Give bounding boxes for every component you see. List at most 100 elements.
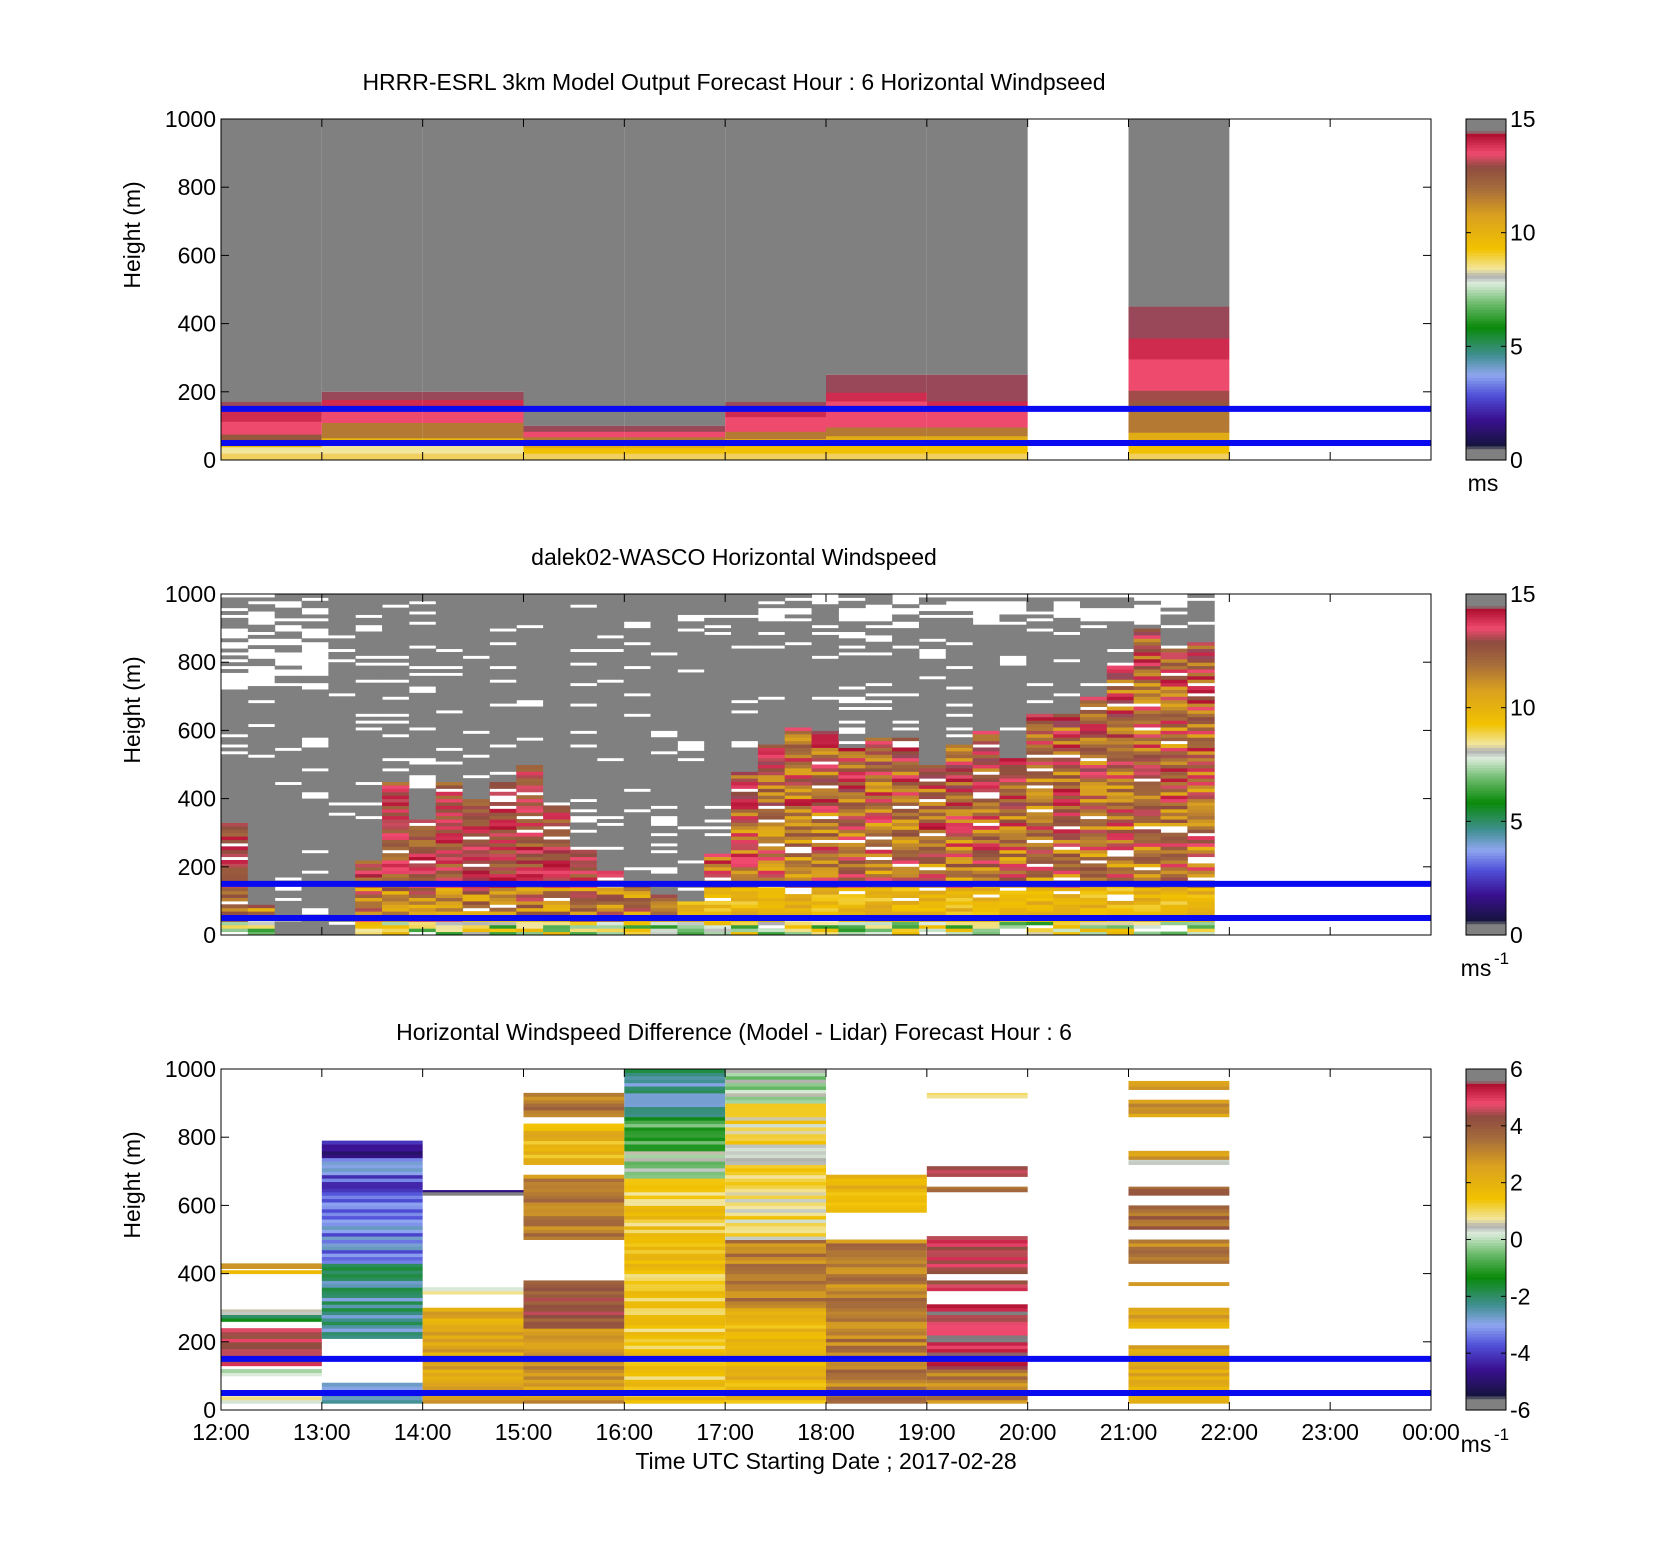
colorbar-swatch [1466,190,1506,194]
lidar-cell [1133,832,1162,837]
lidar-cell [274,750,303,755]
difference-cell [1128,1314,1230,1319]
lidar-cell [435,699,464,704]
difference-cell [725,1379,826,1384]
lidar-cell [221,819,249,823]
lidar-cell [462,856,490,861]
lidar-cell [1053,716,1081,721]
lidar-cell [435,907,464,912]
lidar-cell [1106,621,1135,626]
lidar-cell [1160,744,1188,748]
lidar-cell [865,900,893,905]
lidar-cell [408,870,437,875]
colorbar-swatch [1466,420,1506,424]
colorbar-swatch [1466,1188,1506,1192]
model-cell [321,414,423,423]
colorbar-swatch [1466,755,1506,760]
difference-cell [826,1399,927,1404]
lidar-cell [918,842,947,847]
lidar-cell [328,631,356,636]
lidar-cell [784,894,813,898]
lidar-cell [543,798,571,803]
lidar-cell [435,921,464,926]
lidar-cell [221,597,249,602]
lidar-cell [569,747,598,752]
lidar-cell [623,716,651,721]
lidar-cell [596,781,625,786]
lidar-cell [543,699,571,704]
difference-cell [321,1195,423,1200]
lidar-cell [435,604,464,609]
lidar-cell [1079,863,1108,868]
difference-cell [725,1253,826,1258]
lidar-cell [516,849,544,854]
lidar-cell [865,669,893,673]
lidar-cell [1079,648,1108,653]
lidar-cell [865,730,893,735]
lidar-cell [892,706,920,711]
lidar-cell [892,819,920,823]
colorbar-swatch [1466,292,1506,296]
lidar-cell [1133,761,1162,765]
lidar-cell [516,651,544,656]
lidar-cell [918,662,947,667]
difference-cell [523,1154,625,1159]
lidar-cell [596,726,625,731]
lidar-cell [569,757,598,762]
difference-cell [725,1161,826,1165]
model-cell-above [826,119,927,375]
lidar-cell [838,863,866,868]
lidar-cell [918,870,947,875]
lidar-cell [945,846,974,851]
difference-cell [523,1362,625,1367]
lidar-cell [596,597,625,602]
lidar-cell [999,825,1027,830]
lidar-cell [516,686,544,690]
colorbar-swatch [1466,1165,1506,1170]
difference-cell [826,1239,927,1244]
lidar-cell [1160,822,1188,827]
lidar-cell [355,621,383,626]
lidar-cell [569,737,598,742]
lidar-cell [489,870,517,875]
lidar-cell [650,890,678,895]
lidar-cell [623,887,651,892]
difference-cell [523,1191,625,1196]
lidar-cell [838,842,866,847]
lidar-cell [918,672,947,677]
lidar-cell [811,733,839,738]
difference-cell [1128,1159,1230,1162]
lidar-cell [838,853,866,858]
lidar-cell [221,730,249,735]
lidar-cell [489,877,517,881]
lidar-cell [221,764,249,769]
lidar-cell [569,791,598,796]
lidar-cell [596,723,625,728]
lidar-cell [247,706,276,711]
lidar-cell [435,784,464,789]
difference-cell [422,1375,524,1380]
lidar-cell [355,921,383,926]
lidar-cell [382,744,410,748]
lidar-cell [972,774,1000,779]
lidar-cell [489,846,517,851]
lidar-cell [1187,900,1215,905]
lidar-cell [1079,890,1108,895]
colorbar-tick-label: 5 [1510,808,1523,834]
lidar-cell [731,641,759,646]
lidar-cell [516,931,544,936]
difference-cell [725,1075,826,1080]
lidar-cell [731,696,759,701]
lidar-cell [489,733,517,738]
lidar-cell [221,897,249,902]
difference-cell [826,1324,927,1329]
lidar-cell [838,750,866,755]
lidar-cell [408,604,437,609]
difference-cell [826,1249,927,1254]
lidar-cell [650,604,678,609]
lidar-cell [274,921,303,926]
lidar-cell [999,771,1027,776]
lidar-cell [382,651,410,656]
difference-cell [422,1290,524,1295]
lidar-cell [247,822,276,827]
